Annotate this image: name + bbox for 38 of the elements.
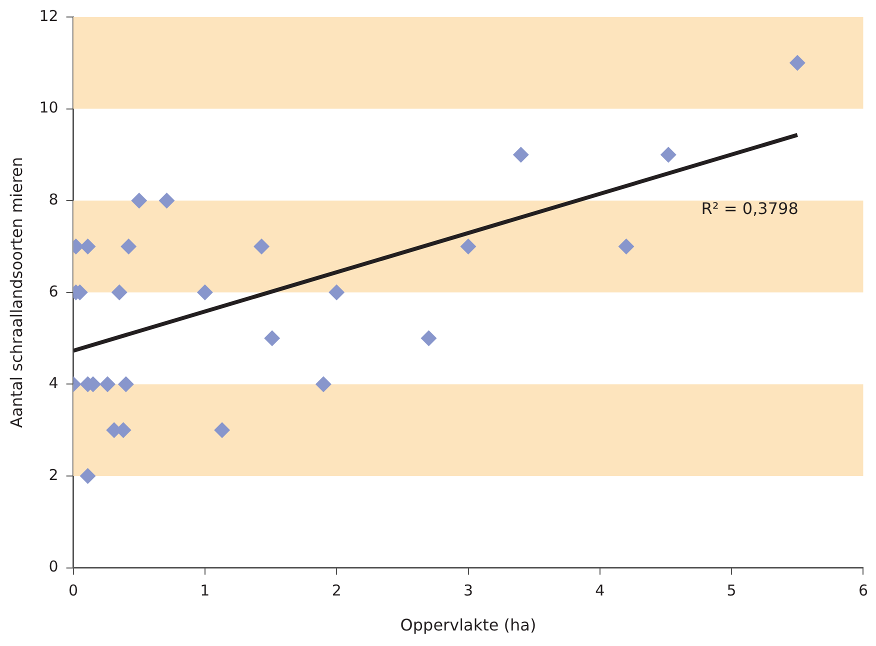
point <box>80 468 96 484</box>
x-tick-label: 1 <box>200 582 210 600</box>
point <box>80 238 96 254</box>
y-tick-label: 8 <box>48 190 58 208</box>
point <box>315 376 332 392</box>
point <box>118 376 134 392</box>
point <box>120 238 137 254</box>
y-axis-title: Aantal schraallandsoorten mieren <box>6 156 26 428</box>
x-tick-label: 0 <box>68 582 78 600</box>
y-tick-label: 10 <box>39 98 58 117</box>
point <box>100 376 116 392</box>
annotation: R² = 0,3798 <box>701 198 798 218</box>
point <box>158 192 175 209</box>
y-tick-label: 4 <box>48 374 58 392</box>
point <box>214 422 230 438</box>
point <box>660 146 676 163</box>
y-tick-label: 2 <box>48 466 58 484</box>
x-tick-label: 2 <box>332 582 342 600</box>
point <box>789 54 806 71</box>
point <box>512 146 529 163</box>
point <box>196 284 213 300</box>
point <box>420 330 437 346</box>
point <box>131 192 148 209</box>
point <box>618 238 634 254</box>
point <box>328 284 345 300</box>
y-tick-label: 12 <box>39 6 58 25</box>
y-tick-label: 6 <box>48 282 58 300</box>
point <box>111 284 128 300</box>
y-tick-label: 0 <box>48 558 58 576</box>
point <box>254 238 270 254</box>
point <box>73 284 88 300</box>
point <box>460 238 476 254</box>
x-axis-title: Oppervlakte (ha) <box>400 616 536 635</box>
x-tick-label: 5 <box>726 582 736 600</box>
point <box>264 330 280 346</box>
x-tick-label: 6 <box>858 582 868 600</box>
x-tick-label: 4 <box>595 582 605 600</box>
x-tick-label: 3 <box>463 582 474 600</box>
